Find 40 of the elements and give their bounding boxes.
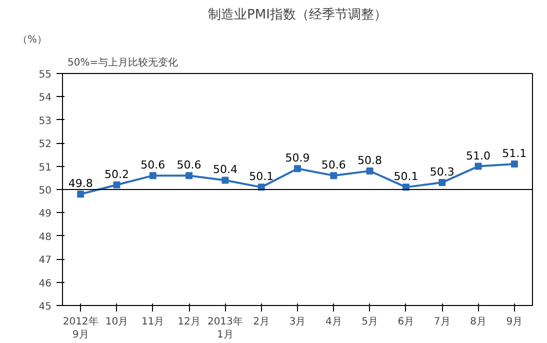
x-tick-label: 10月 — [105, 316, 128, 328]
x-tick-label: 8月 — [470, 316, 486, 328]
y-axis-title: （%） — [18, 34, 48, 46]
y-tick-label: 49 — [38, 208, 52, 220]
text: 51.0 — [466, 149, 491, 162]
x-tick-label: 11月 — [142, 316, 164, 328]
y-tick-label: 46 — [38, 278, 52, 290]
text: 50.1 — [249, 170, 274, 184]
x-tick-label: 9月 — [506, 316, 523, 328]
y-tick-label: 54 — [38, 92, 52, 104]
x-tick-label: 12月 — [178, 316, 200, 328]
text: 50.1 — [394, 170, 418, 184]
x-tick-label: 2012年 9月 — [62, 316, 98, 341]
text: 51.1 — [502, 146, 527, 160]
text: 50.8 — [358, 154, 382, 167]
y-tick-label: 53 — [38, 116, 52, 127]
y-tick-label: 45 — [38, 302, 52, 312]
y-tick-label: 50 — [38, 186, 52, 196]
text: 50.4 — [212, 163, 238, 176]
x-tick-label: 2013年 1月 — [207, 316, 243, 341]
text: 49.8 — [68, 177, 93, 190]
y-tick-label: 52 — [38, 139, 52, 150]
text: 50%=与上月比较无变化 — [68, 56, 178, 68]
text: 50.6 — [321, 158, 346, 172]
text: 50.3 — [430, 166, 454, 179]
text: 50.6 — [176, 158, 202, 172]
y-tick-label: 51 — [38, 162, 52, 174]
x-tick-label: 4月 — [325, 316, 342, 328]
x-tick-label: 5月 — [362, 316, 378, 328]
x-tick-label: 3月 — [289, 316, 306, 328]
chart-title: 制造业PMI指数（经季节调整） — [208, 8, 387, 22]
x-tick-label: 7月 — [434, 316, 450, 328]
y-tick-label: 55 — [38, 70, 52, 80]
y-tick-label: 48 — [38, 232, 52, 243]
text: 50.6 — [140, 158, 166, 172]
x-tick-label: 2月 — [253, 316, 270, 328]
x-tick-label: 6月 — [398, 316, 414, 328]
y-tick-label: 47 — [38, 255, 52, 266]
text: 50.2 — [104, 168, 129, 181]
text: 50.9 — [285, 152, 310, 165]
